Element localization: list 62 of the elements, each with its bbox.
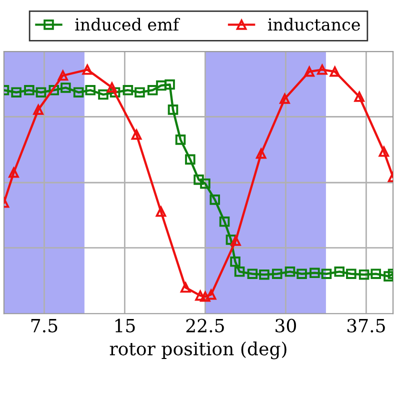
point — [370, 268, 381, 280]
point — [280, 94, 290, 104]
point — [82, 64, 93, 75]
point — [131, 129, 142, 140]
point — [106, 82, 118, 93]
point — [234, 266, 245, 277]
legend-label: induced emf — [75, 18, 180, 31]
point — [296, 268, 307, 280]
point — [321, 268, 332, 280]
point — [247, 268, 258, 280]
point — [378, 146, 390, 157]
point — [330, 66, 340, 77]
point — [206, 289, 216, 300]
x-tick-label: 37.5 — [347, 318, 385, 332]
point — [200, 291, 210, 302]
point — [110, 87, 120, 98]
point — [230, 256, 240, 267]
point — [354, 92, 364, 102]
point — [33, 104, 44, 115]
point — [8, 167, 19, 178]
point — [98, 89, 108, 100]
point — [210, 194, 220, 205]
point — [134, 87, 145, 98]
point — [175, 134, 186, 145]
x-axis-title: rotor position (deg) — [110, 342, 286, 360]
x-tick-label: 22.5 — [186, 318, 224, 332]
point — [73, 87, 84, 98]
point — [24, 85, 34, 96]
point — [180, 282, 191, 293]
point — [164, 79, 175, 90]
point — [346, 268, 356, 280]
point — [60, 82, 71, 93]
x-tick-label: 30 — [276, 318, 296, 332]
point — [200, 178, 210, 189]
point — [219, 216, 230, 227]
x-tick-label: 7.5 — [31, 319, 58, 332]
point — [11, 87, 22, 98]
point — [384, 271, 394, 282]
point — [156, 80, 166, 91]
point — [304, 66, 314, 77]
point — [358, 269, 370, 280]
point — [195, 290, 206, 301]
x-tick-label: 15 — [115, 318, 135, 332]
point — [334, 266, 345, 277]
point — [310, 268, 320, 278]
point — [259, 269, 270, 280]
point — [256, 148, 266, 159]
point — [168, 104, 178, 115]
point — [156, 206, 166, 217]
point — [230, 236, 241, 246]
point — [194, 174, 204, 185]
point — [317, 64, 328, 75]
point — [85, 85, 96, 96]
point — [58, 70, 68, 81]
point — [122, 85, 134, 96]
point — [48, 85, 60, 96]
point — [272, 268, 282, 280]
point — [36, 87, 46, 98]
legend-label: inductance — [268, 18, 360, 31]
point — [185, 154, 196, 165]
point — [147, 85, 158, 96]
point — [284, 266, 296, 277]
